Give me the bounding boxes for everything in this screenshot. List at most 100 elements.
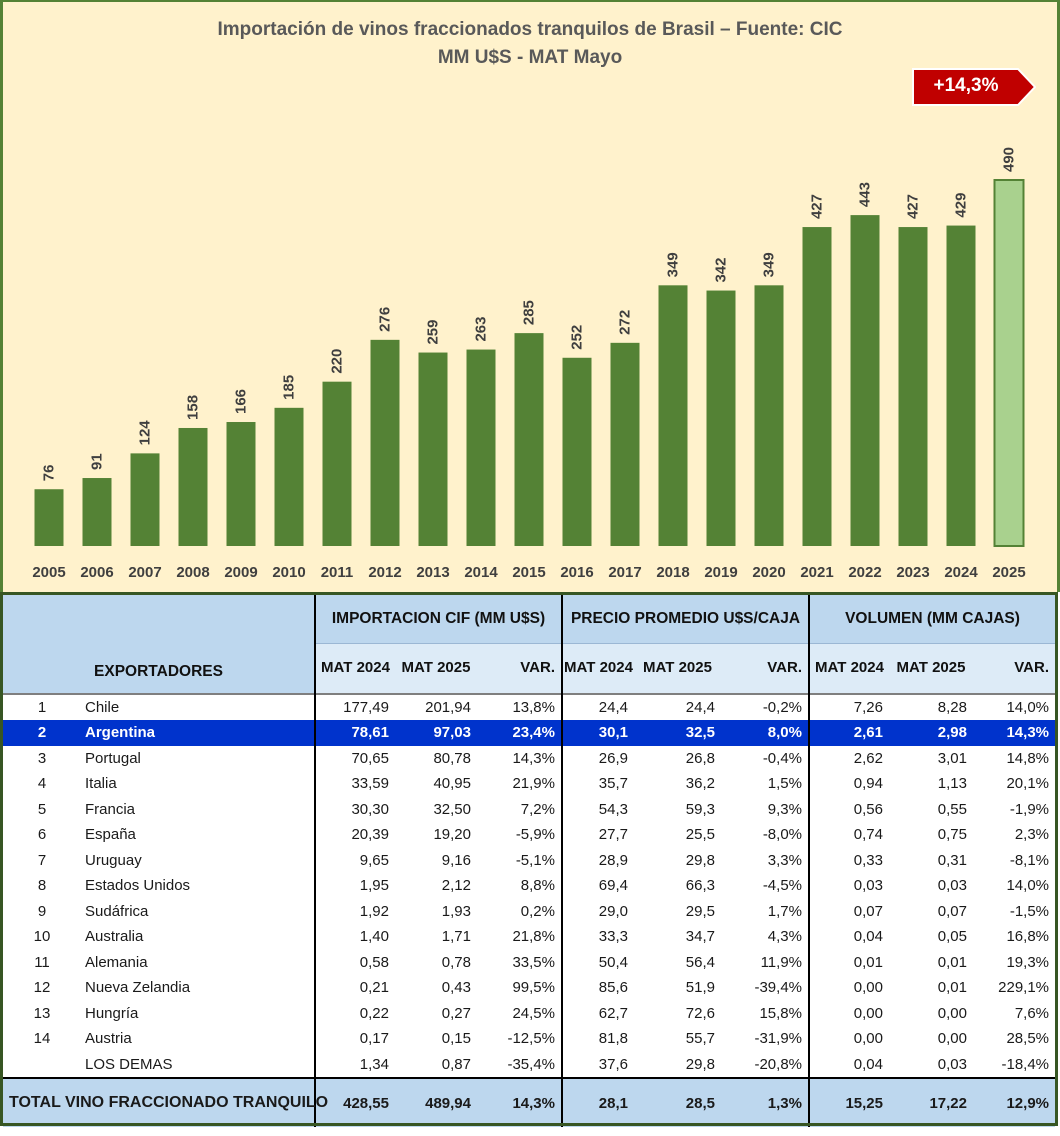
cell-volume-var: -1,9% bbox=[1009, 800, 1050, 818]
bar-2007 bbox=[130, 453, 160, 546]
cell-rank: 11 bbox=[34, 953, 50, 971]
cell-volume-2025: 0,03 bbox=[937, 1055, 967, 1073]
cell-price-var: 1,7% bbox=[767, 902, 802, 920]
cell-volume-2024: 0,04 bbox=[808, 924, 889, 950]
table-row: 6 España 20,39 19,20 -5,9% 27,7 25,5 -8,0% 0,74 0… bbox=[3, 822, 1055, 848]
cell-country: Austria bbox=[85, 1030, 132, 1048]
cell-country: Francia bbox=[85, 800, 136, 818]
cell-price-2024: 33,3 bbox=[561, 924, 634, 950]
cell-price-2025: 29,8 bbox=[685, 851, 715, 869]
cell-price-2024: 26,9 bbox=[561, 745, 634, 771]
bar-value-label: 342 bbox=[713, 258, 730, 283]
cell-price-2024: 69,4 bbox=[561, 873, 634, 899]
cell-country: LOS DEMAS bbox=[85, 1055, 173, 1073]
cell-volume-var: 16,8% bbox=[1006, 928, 1050, 946]
cell-country: Australia bbox=[85, 928, 144, 946]
total-volume-2024: 15,25 bbox=[808, 1077, 889, 1127]
x-tick-label: 2012 bbox=[368, 564, 401, 581]
cell-cif-2024: 1,40 bbox=[314, 924, 395, 950]
cell-volume-2025: 0,03 bbox=[937, 877, 967, 895]
bar-value-label: 185 bbox=[281, 375, 298, 400]
cell-cif-2024: 78,61 bbox=[314, 720, 395, 746]
cell-volume-2024: 0,00 bbox=[808, 1000, 889, 1026]
table-row: 13 Hungría 0,22 0,27 24,5% 62,7 72,6 15,8% 0,00 0… bbox=[3, 1000, 1055, 1026]
table-row: 3 Portugal 70,65 80,78 14,3% 26,9 26,8 -0,4% 2,6… bbox=[3, 745, 1055, 771]
cell-cif-2024: 70,65 bbox=[314, 745, 395, 771]
cell-country: Argentina bbox=[81, 720, 315, 746]
cell-price-var: -31,9% bbox=[754, 1030, 802, 1048]
cell-cif-2025: 2,12 bbox=[441, 877, 471, 895]
bar-chart: 76 2005 91 2006 124 2007 158 2008 166 2009 185 2010… bbox=[32, 147, 1025, 581]
cell-volume-2024: 0,00 bbox=[808, 975, 889, 1001]
cell-volume-var: -1,5% bbox=[1009, 902, 1050, 920]
cell-cif-var: 24,5% bbox=[512, 1004, 555, 1022]
bar-2013 bbox=[418, 352, 448, 546]
cell-cif-var: 0,2% bbox=[520, 902, 555, 920]
cell-country: Portugal bbox=[85, 749, 141, 767]
table-row: 8 Estados Unidos 1,95 2,12 8,8% 69,4 66,3 -4,5%… bbox=[3, 873, 1055, 899]
cell-volume-var: 19,3% bbox=[1006, 953, 1050, 971]
bar-2018 bbox=[658, 285, 688, 546]
cell-price-2025: 36,2 bbox=[685, 775, 715, 793]
bar-value-label: 427 bbox=[809, 194, 826, 219]
cell-price-2024: 30,1 bbox=[561, 720, 634, 746]
total-price-2025: 28,5 bbox=[634, 1077, 721, 1127]
cell-cif-var: 13,8% bbox=[477, 692, 562, 720]
x-tick-label: 2005 bbox=[32, 564, 65, 581]
table-row: 9 Sudáfrica 1,92 1,93 0,2% 29,0 29,5 1,7% 0,07 0,… bbox=[3, 898, 1055, 924]
cell-cif-2024: 0,17 bbox=[314, 1026, 395, 1052]
cell-price-var: 15,8% bbox=[759, 1004, 802, 1022]
cell-volume-var: -18,4% bbox=[1001, 1055, 1050, 1073]
cell-cif-var: -12,5% bbox=[507, 1030, 555, 1048]
cell-price-2025: 56,4 bbox=[685, 953, 715, 971]
x-tick-label: 2016 bbox=[560, 564, 593, 581]
bar-2023 bbox=[898, 227, 928, 547]
cell-price-var: 3,3% bbox=[767, 851, 802, 869]
cell-cif-2025: 0,15 bbox=[441, 1030, 471, 1048]
cell-cif-2025: 201,94 bbox=[395, 692, 477, 720]
cell-cif-2025: 97,03 bbox=[395, 720, 477, 746]
bar-value-label: 124 bbox=[137, 420, 154, 446]
bar-value-label: 427 bbox=[905, 194, 922, 219]
subheader-price-mat-2024: MAT 2024 bbox=[561, 642, 634, 694]
bar-value-label: 166 bbox=[233, 389, 250, 414]
cell-rank: 10 bbox=[33, 928, 51, 946]
cell-cif-2024: 33,59 bbox=[314, 771, 395, 797]
bar-value-label: 349 bbox=[761, 252, 778, 277]
total-label: TOTAL VINO FRACCIONADO TRANQUILO bbox=[3, 1077, 328, 1127]
cell-volume-2025: 0,31 bbox=[937, 851, 967, 869]
subheader-volume-mat-2024: MAT 2024 bbox=[808, 642, 889, 694]
bar-value-label: 349 bbox=[665, 252, 682, 277]
cell-cif-var: 7,2% bbox=[520, 800, 555, 818]
bar-2024 bbox=[946, 225, 976, 546]
cell-rank: 6 bbox=[37, 826, 47, 844]
total-cif-var: 14,3% bbox=[477, 1077, 562, 1127]
cell-volume-var: 14,8% bbox=[1006, 749, 1050, 767]
table-row: 5 Francia 30,30 32,50 7,2% 54,3 59,3 9,3% 0,56 0,… bbox=[3, 796, 1055, 822]
x-tick-label: 2011 bbox=[321, 564, 354, 581]
cell-volume-2025: 0,55 bbox=[937, 800, 967, 818]
cell-cif-var: 14,3% bbox=[512, 749, 555, 767]
cell-rank bbox=[3, 1052, 81, 1079]
cell-cif-var: -5,9% bbox=[515, 826, 555, 844]
x-tick-label: 2019 bbox=[704, 564, 737, 581]
cell-volume-var: 229,1% bbox=[998, 979, 1050, 997]
bar-value-label: 91 bbox=[89, 453, 106, 470]
subheader-cif-mat-2024: MAT 2024 bbox=[314, 642, 395, 694]
cell-volume-2025: 2,98 bbox=[889, 720, 973, 746]
x-tick-label: 2023 bbox=[896, 564, 929, 581]
bar-2014 bbox=[466, 349, 496, 546]
total-volume-2025: 17,22 bbox=[889, 1077, 973, 1127]
bar-2016 bbox=[562, 357, 592, 546]
cell-cif-var: 8,8% bbox=[520, 877, 555, 895]
cell-volume-2025: 0,07 bbox=[937, 902, 967, 920]
cell-price-2024: 35,7 bbox=[561, 771, 634, 797]
group-header-cif: IMPORTACION CIF (MM U$S) bbox=[314, 594, 562, 643]
table-row: 7 Uruguay 9,65 9,16 -5,1% 28,9 29,8 3,3% 0,33 0,3… bbox=[3, 847, 1055, 873]
cell-volume-var: 14,3% bbox=[973, 720, 1056, 746]
bar-2006 bbox=[82, 478, 112, 546]
cell-volume-2025: 0,75 bbox=[937, 826, 967, 844]
bar-2008 bbox=[178, 427, 208, 546]
bar-value-label: 443 bbox=[857, 182, 874, 207]
cell-country: Italia bbox=[85, 775, 117, 793]
